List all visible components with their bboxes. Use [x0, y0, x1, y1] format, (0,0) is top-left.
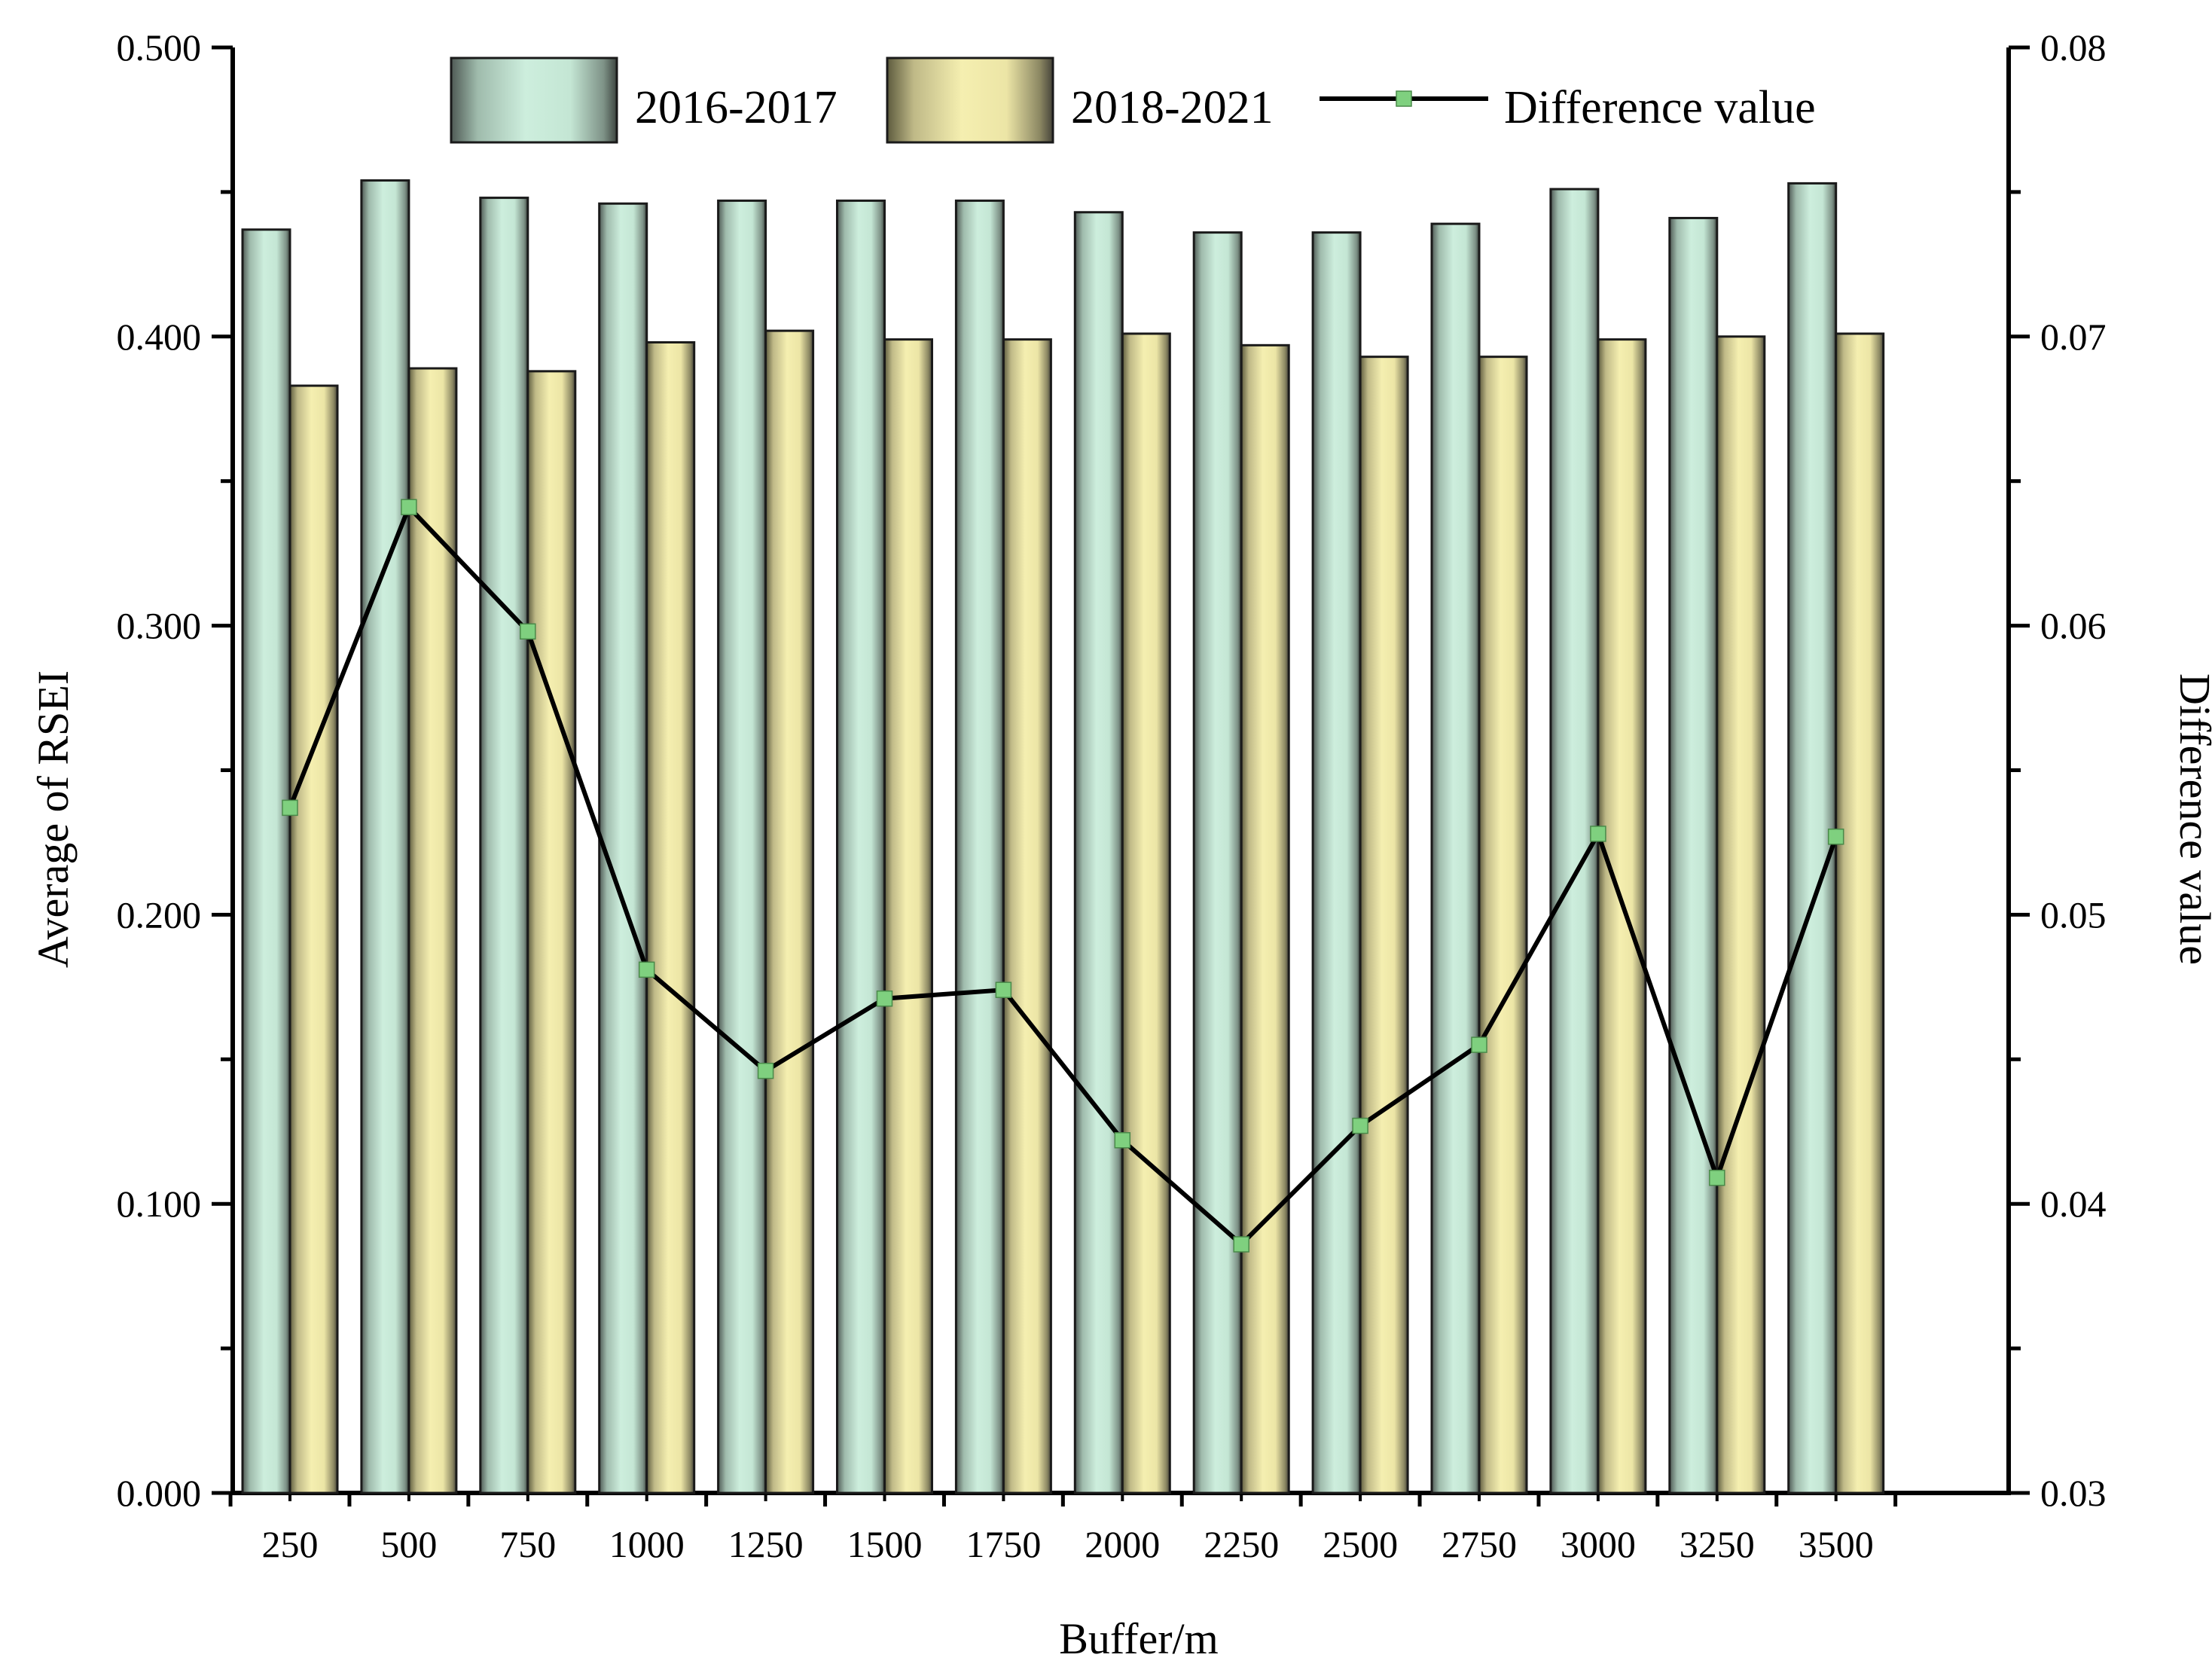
bar-2018-2021	[288, 384, 339, 1494]
legend-label-2018-2021: 2018-2021	[1071, 82, 1274, 133]
x-tick-label: 1500	[847, 1523, 923, 1565]
right-tick-label: 0.05	[2040, 893, 2107, 936]
x-tick-label: 3000	[1561, 1523, 1636, 1565]
left-tick-label: 0.000	[117, 1472, 202, 1514]
y-axis-title: Average of RSEI	[29, 670, 78, 968]
difference-point	[1352, 1117, 1368, 1134]
right-tick-label: 0.08	[2040, 26, 2107, 69]
difference-point	[1114, 1132, 1131, 1149]
x-tick-label: 1000	[609, 1523, 685, 1565]
x-tick-label: 3500	[1799, 1523, 1874, 1565]
difference-point	[638, 961, 655, 978]
bar-2018-2021	[1835, 332, 1885, 1494]
bar-2016-2017	[954, 199, 1005, 1494]
bars	[241, 179, 1885, 1494]
difference-point	[757, 1062, 774, 1079]
left-tick-label: 0.100	[117, 1183, 202, 1225]
left-tick-label: 0.200	[117, 893, 202, 936]
bar-2016-2017	[717, 199, 767, 1494]
legend-label-difference: Difference value	[1504, 82, 1816, 133]
legend-swatch-2018-2021	[886, 56, 1054, 144]
x-tick-label: 250	[262, 1523, 319, 1565]
left-tick-label: 0.300	[117, 605, 202, 647]
x-tick-label: 750	[499, 1523, 556, 1565]
right-tick-label: 0.06	[2040, 605, 2107, 647]
bar-2016-2017	[1668, 216, 1719, 1494]
right-tick-label: 0.07	[2040, 316, 2107, 358]
x-axis-title: Buffer/m	[1059, 1614, 1219, 1663]
x-tick-label: 2250	[1204, 1523, 1279, 1565]
difference-line	[282, 499, 1844, 1253]
bar-2016-2017	[1192, 231, 1243, 1494]
difference-series-line	[288, 502, 1838, 1248]
bar-2018-2021	[1240, 343, 1290, 1494]
difference-point	[520, 623, 536, 640]
legend-swatch-2016-2017	[450, 56, 618, 144]
bar-2016-2017	[836, 199, 886, 1494]
bar-2018-2021	[1002, 338, 1052, 1494]
x-tick-label: 1250	[728, 1523, 804, 1565]
difference-point	[1471, 1036, 1487, 1053]
bar-2016-2017	[1311, 231, 1362, 1494]
x-tick-label: 3250	[1680, 1523, 1755, 1565]
left-tick-label: 0.400	[117, 316, 202, 358]
x-tick-label: 2750	[1442, 1523, 1517, 1565]
right-tick-label: 0.03	[2040, 1472, 2107, 1514]
bar-2018-2021	[526, 370, 577, 1494]
difference-point	[876, 990, 893, 1007]
axis-labels: 0.000 0.03 0.100 0.04 0.200 0.05 0.300 0.06 0.40…	[29, 26, 2212, 1663]
bar-2016-2017	[1073, 211, 1124, 1494]
difference-point	[1827, 829, 1844, 845]
bar-2018-2021	[764, 329, 815, 1494]
bar-2018-2021	[1478, 356, 1528, 1494]
left-tick-label: 0.500	[117, 26, 202, 69]
legend-label-2016-2017: 2016-2017	[635, 82, 838, 133]
legend: 2016-2017 2018-2021 Difference value	[450, 56, 1816, 144]
right-tick-label: 0.04	[2040, 1183, 2107, 1225]
difference-point	[282, 799, 298, 817]
bar-2016-2017	[360, 179, 410, 1494]
difference-point	[995, 981, 1012, 998]
x-tick-label: 2000	[1085, 1523, 1160, 1565]
difference-point	[1590, 826, 1606, 842]
difference-point	[1233, 1236, 1249, 1253]
bar-2018-2021	[1597, 338, 1647, 1494]
x-tick-label: 1750	[966, 1523, 1041, 1565]
difference-point	[1709, 1169, 1725, 1186]
legend-marker-difference	[1396, 90, 1412, 107]
bar-2018-2021	[1121, 332, 1171, 1494]
bar-2016-2017	[241, 228, 291, 1494]
y2-axis-title: Difference value	[2171, 673, 2212, 965]
x-tick-label: 2500	[1323, 1523, 1398, 1565]
x-tick-label: 500	[380, 1523, 437, 1565]
difference-point	[401, 499, 417, 515]
bar-2018-2021	[407, 367, 458, 1494]
bar-2018-2021	[883, 338, 933, 1494]
bar-2018-2021	[645, 340, 696, 1494]
bar-2016-2017	[479, 197, 529, 1494]
bar-2018-2021	[1359, 356, 1409, 1494]
bar-2016-2017	[1430, 222, 1481, 1494]
bar-2018-2021	[1716, 335, 1766, 1494]
